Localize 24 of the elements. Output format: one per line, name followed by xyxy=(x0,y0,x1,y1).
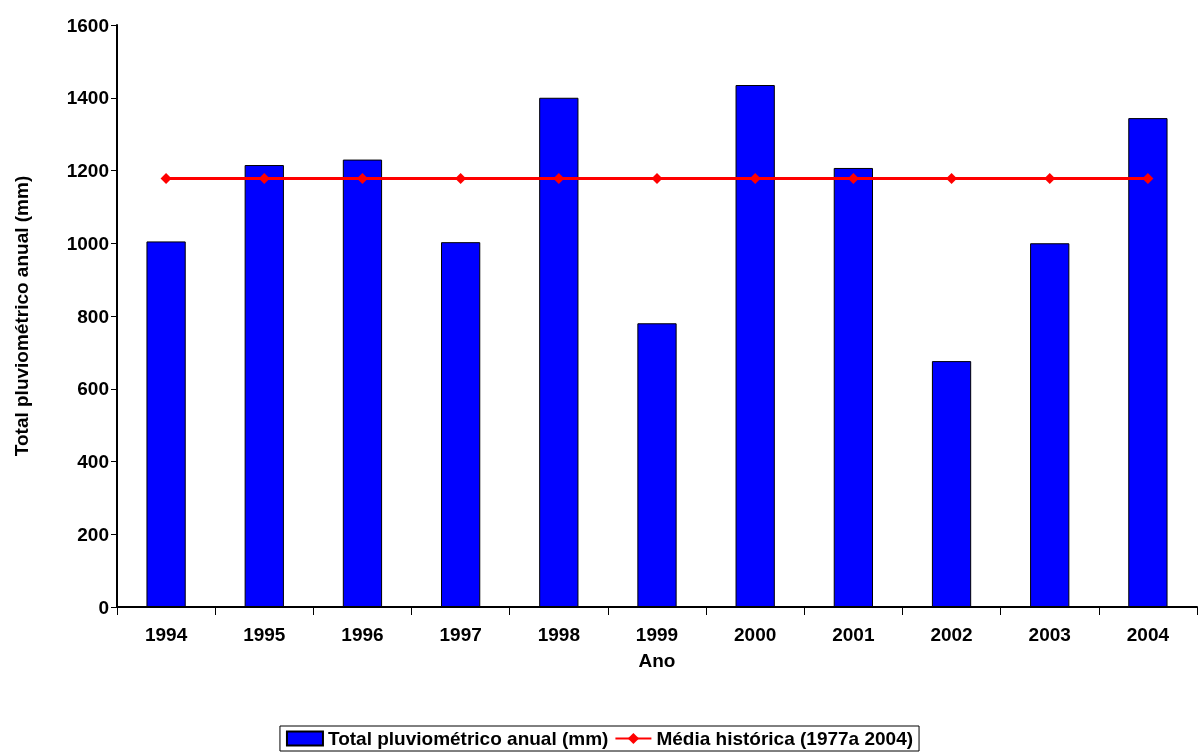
y-tick-label: 1000 xyxy=(66,232,109,254)
x-tick-label: 2000 xyxy=(734,624,777,645)
x-tick-label: 1998 xyxy=(537,624,580,645)
y-tick-label: 800 xyxy=(77,305,109,327)
x-tick-label: 2002 xyxy=(930,624,973,645)
x-tick-label: 1997 xyxy=(439,624,482,645)
y-tick-label: 1600 xyxy=(66,14,109,36)
y-tick-label: 0 xyxy=(98,596,109,618)
x-tick-label: 2003 xyxy=(1028,624,1071,645)
x-tick-label: 1994 xyxy=(144,624,188,645)
x-tick-label: 1999 xyxy=(635,624,679,645)
y-axis-title: Total pluviométrico anual (mm) xyxy=(11,175,32,457)
x-axis-title: Ano xyxy=(638,650,676,671)
y-tick-label: 1200 xyxy=(66,160,109,181)
y-tick-label: 200 xyxy=(77,523,109,545)
x-tick-label: 2001 xyxy=(832,624,875,645)
y-tick-label: 400 xyxy=(77,451,109,472)
y-tick-label: 1400 xyxy=(66,87,109,109)
x-tick-label: 1996 xyxy=(341,624,384,645)
legend-label: Total pluviométrico anual (mm) xyxy=(327,728,609,749)
x-tick-label: 1995 xyxy=(243,624,286,645)
y-tick-label: 600 xyxy=(77,378,109,400)
x-tick-label: 2004 xyxy=(1126,624,1170,645)
legend-label: Média histórica (1977a 2004) xyxy=(656,728,914,749)
